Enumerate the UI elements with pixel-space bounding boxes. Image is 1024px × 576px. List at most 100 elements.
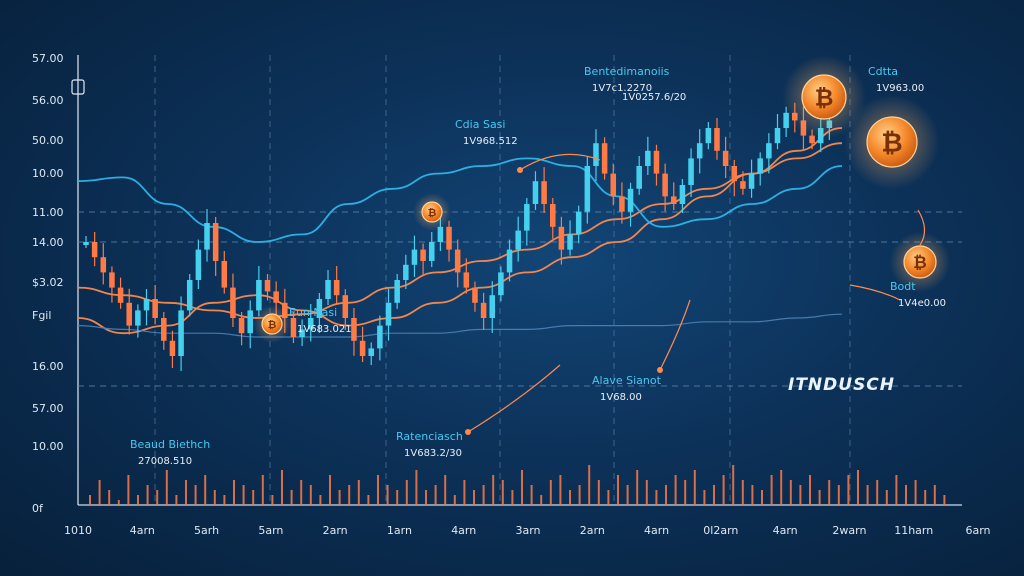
candle-body	[766, 143, 772, 159]
annotation-dot	[657, 367, 663, 373]
x-tick-label: 2warn	[832, 524, 866, 537]
candle-body	[273, 291, 279, 303]
annotation-title: Eun Nasi	[289, 306, 337, 319]
candle-body	[662, 173, 668, 197]
candle-body	[143, 299, 150, 311]
annotation-value: 1V68.00	[600, 392, 642, 403]
annotation-value: 1V683.021	[297, 324, 352, 335]
y-tick-label: 57.00	[32, 52, 64, 65]
annotation-connector	[519, 153, 601, 171]
candle-body	[593, 143, 599, 166]
candle-body	[299, 329, 305, 337]
x-tick-label: 2arn	[580, 524, 605, 537]
candle-body	[204, 223, 210, 250]
candle-body	[774, 128, 781, 144]
candle-body	[256, 280, 262, 311]
y-tick-label: 57.00	[32, 402, 64, 415]
annotation-value: 27008.510	[138, 456, 192, 467]
annotation-title: Bodt	[890, 280, 916, 293]
moving-average-line	[77, 127, 843, 335]
annotation-value: 1V683.2/30	[404, 448, 462, 459]
candle-body	[221, 261, 228, 288]
candle-body	[489, 295, 496, 318]
candle-body	[653, 150, 660, 174]
annotation-value: 1V4e0.00	[898, 298, 946, 309]
candle-body	[359, 340, 366, 356]
candle-body	[549, 204, 556, 227]
y-tick-label: 56.00	[32, 94, 64, 107]
x-tick-label: 4arn	[130, 524, 155, 537]
candle-body	[333, 280, 340, 296]
x-tick-label: 4arn	[644, 524, 669, 537]
bitcoin-symbol-icon: ₿	[428, 207, 437, 219]
x-tick-label: 5arh	[194, 524, 219, 537]
annotation-value: 1V0257.6/20	[622, 92, 686, 103]
x-tick-label: 5arn	[258, 524, 283, 537]
candle-body	[567, 234, 573, 250]
candle-body	[394, 280, 400, 303]
bitcoin-symbol-icon: ₿	[913, 252, 927, 272]
candle-body	[679, 185, 686, 204]
y-tick-label: Fgil	[32, 309, 51, 322]
candle-body	[515, 230, 521, 250]
candle-body	[748, 173, 755, 189]
candle-body	[558, 226, 565, 250]
candle-body	[671, 196, 677, 204]
y-tick-label: $3.02	[32, 276, 64, 289]
candle-body	[325, 280, 331, 299]
candle-body	[601, 143, 608, 174]
y-tick-label: 11.00	[32, 206, 64, 219]
candle-body	[161, 318, 167, 341]
annotation-connector	[467, 364, 561, 433]
y-tick-label: 16.00	[32, 360, 64, 373]
y-tick-label: 14.00	[32, 236, 64, 249]
candle-body	[783, 112, 789, 128]
bitcoin-symbol-icon: ₿	[268, 319, 277, 331]
candle-body	[342, 295, 349, 318]
x-axis-labels: 1010 4arn 5arh 5arn 2arn 1arn 4arn 3arn 2arn 4arn…	[64, 524, 991, 537]
annotation-connector	[917, 209, 926, 246]
y-axis-labels: 57.00 56.00 50.00 10.00 11.00 14.00 $3.02 Fgil 1…	[32, 52, 85, 515]
annotation-dot	[465, 429, 471, 435]
candle-body	[178, 310, 184, 356]
x-tick-label: 4arn	[773, 524, 798, 537]
candle-body	[238, 318, 245, 334]
candle-body	[411, 249, 418, 265]
candle-body	[117, 287, 124, 303]
x-tick-label: 1arn	[387, 524, 412, 537]
candle-body	[169, 340, 176, 356]
x-tick-label: 3arn	[515, 524, 540, 537]
candle-body	[714, 128, 720, 151]
y-tick-label: 0f	[32, 502, 44, 515]
bitcoin-coin-icon	[421, 201, 443, 223]
annotation-title: Cdia Sasi	[455, 118, 505, 131]
bitcoin-symbol-icon: ₿	[815, 85, 834, 111]
candle-body	[385, 302, 392, 326]
candle-body	[195, 249, 202, 280]
candle-body	[636, 166, 642, 189]
candle-body	[403, 264, 409, 280]
candle-body	[264, 280, 271, 292]
volume-bars	[89, 465, 946, 505]
candle-body	[506, 249, 513, 273]
bitcoin-coin-icon	[801, 74, 847, 120]
x-tick-label: 4arn	[451, 524, 476, 537]
candle-body	[377, 325, 383, 349]
candle-body	[610, 173, 617, 197]
candle-body	[645, 150, 651, 166]
brand-logo-text: ITNDUSCH	[788, 375, 895, 395]
candle-body	[524, 204, 530, 231]
bitcoin-coin-icon	[866, 116, 918, 168]
candle-body	[740, 181, 746, 189]
x-tick-label: 0l2arn	[703, 524, 738, 537]
annotation-title: Bentedimanoiis	[584, 65, 670, 78]
candle-body	[437, 226, 444, 242]
candle-body	[446, 226, 452, 250]
candle-body	[109, 272, 115, 288]
candle-body	[575, 211, 582, 235]
candle-body	[186, 280, 193, 311]
annotation-dot	[517, 167, 523, 173]
candle-body	[83, 242, 89, 245]
